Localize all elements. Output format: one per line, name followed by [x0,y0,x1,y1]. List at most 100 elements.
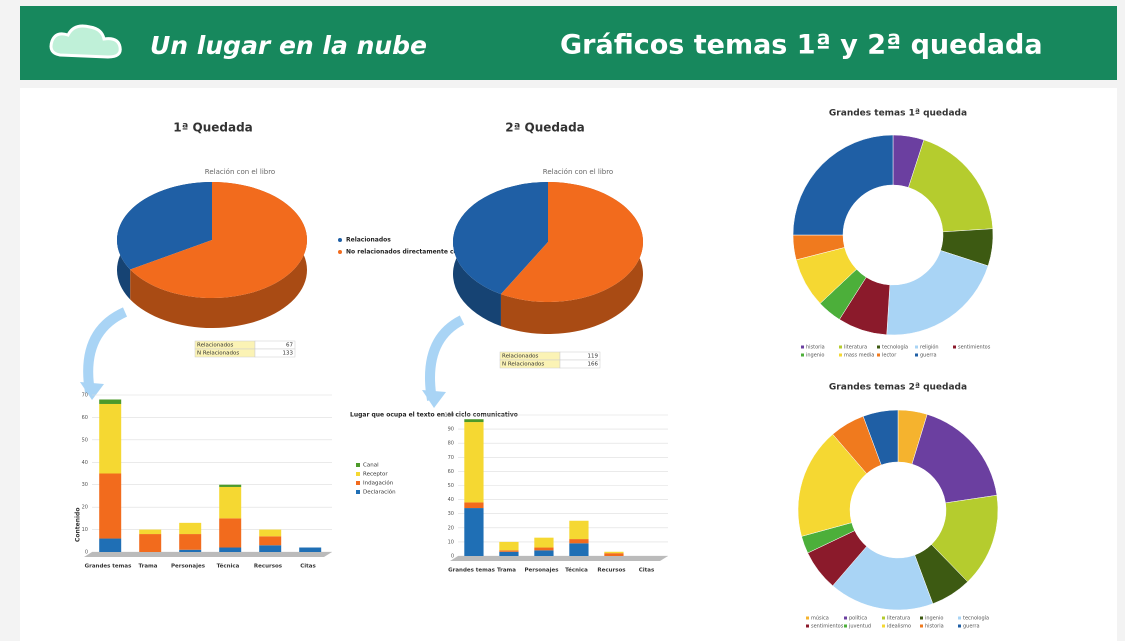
bar-segment [569,520,589,540]
legend-label: Canal [363,463,379,469]
donut-slice [862,409,899,466]
bar-segment [299,547,322,552]
bar-segment [219,518,242,548]
legend-swatch [882,624,885,628]
legend-label: Receptor [363,472,388,478]
legend-label: Indagación [363,480,394,487]
table-label: Relacionados [502,354,538,360]
legend-label: religión [920,344,939,351]
legend-label: idealismo [887,624,911,630]
legend-label: música [811,615,829,622]
pie-slice [116,182,212,270]
bar-segment [99,473,122,539]
legend-title: Lugar que ocupa el texto en el ciclo com… [350,412,518,419]
legend-swatch [877,353,880,357]
x-tick-label: Grandes temas [448,568,496,574]
legend-label: sentimientos [958,345,991,351]
legend-swatch [806,616,809,620]
bar-segment [139,534,162,552]
y-tick-label: 90 [448,427,454,433]
legend-swatch [920,616,923,620]
legend-swatch [356,481,360,485]
legend-swatch [844,624,847,628]
table-value: 119 [588,354,599,360]
bar-segment [569,539,589,544]
y-tick-label: 40 [448,497,454,503]
legend-swatch [844,616,847,620]
arrow-head [80,382,104,400]
pie-subtitle: Relación con el libro [543,168,613,176]
bar-segment [534,550,554,556]
legend-swatch [801,345,804,349]
legend-label: ingenio [925,616,943,622]
legend-label: No relacionados directamente con la nove… [346,249,495,256]
y-tick-label: 60 [82,415,88,421]
header-bar [20,6,1117,80]
y-tick-label: 10 [82,527,88,533]
legend-swatch [356,472,360,476]
y-tick-label: 20 [82,505,88,511]
legend-swatch [356,490,360,494]
bar-segment [499,550,519,552]
legend-swatch [806,624,809,628]
bar-segment [499,551,519,556]
donut-title: Grandes temas 2ª quedada [829,383,967,393]
x-tick-label: Recursos [597,568,626,574]
arrow [83,307,128,393]
pie-title: 1ª Quedada [173,121,253,135]
legend-label: tecnología [963,615,989,622]
legend-swatch [915,353,918,357]
bar-segment [534,547,554,551]
floor [84,552,332,557]
legend-swatch [953,345,956,349]
pie-slice [500,182,643,303]
legend-swatch [877,345,880,349]
legend-label: Declaración [363,489,396,496]
legend-label: lector [882,353,897,359]
bar-segment [179,522,202,535]
legend-swatch [338,250,342,254]
legend-label: literatura [844,345,867,351]
table-value: 166 [588,362,599,368]
y-tick-label: 50 [82,437,88,443]
legend-swatch [920,624,923,628]
legend-swatch [839,345,842,349]
y-tick-label: 80 [448,441,454,447]
y-tick-label: 70 [448,455,454,461]
legend-label: tecnología [882,344,908,351]
table-label: N Relacionados [502,362,544,368]
bar-segment [499,541,519,551]
x-tick-label: Personajes [171,564,206,570]
bar-segment [219,486,242,519]
x-tick-label: Técnica [217,563,240,570]
bar-segment [259,545,282,552]
table-label: N Relacionados [197,351,239,357]
pie-title: 2ª Quedada [505,121,585,135]
legend-swatch [839,353,842,357]
y-tick-label: 20 [448,525,454,531]
legend-swatch [801,353,804,357]
logo: Un lugar en la nube [150,31,427,60]
x-tick-label: Citas [300,564,316,570]
bar-segment [139,529,162,535]
legend-label: juventud [848,624,871,630]
y-tick-label: 70 [82,393,88,399]
y-tick-label: 10 [448,539,454,545]
bar-segment [99,399,122,404]
bar-segment [464,502,484,509]
x-tick-label: Trama [497,568,516,574]
bar-segment [259,529,282,537]
legend-label: mass media [844,353,874,359]
y-tick-label: 30 [448,511,454,517]
bar-segment [259,536,282,546]
pie-subtitle: Relación con el libro [205,168,275,176]
arrow-head [422,390,446,408]
arrow [425,315,465,401]
pie-slice [452,182,548,295]
y-tick-label: 0 [85,550,88,556]
x-tick-label: Técnica [565,567,588,574]
legend-swatch [958,624,961,628]
legend-label: historia [806,345,825,351]
